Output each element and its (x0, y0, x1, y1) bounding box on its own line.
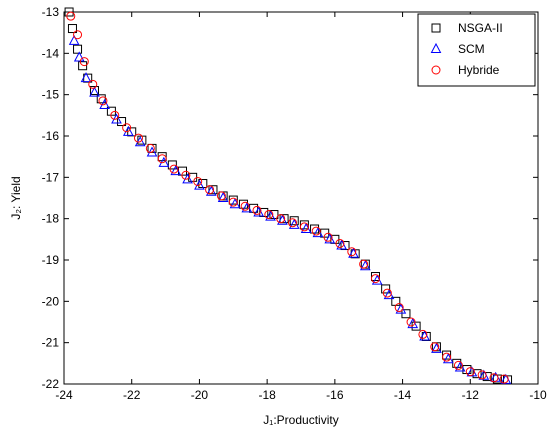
marker-circle (228, 197, 238, 207)
x-tick-label: -22 (123, 388, 141, 402)
marker-square (167, 160, 177, 170)
marker-circle (276, 214, 286, 224)
marker-triangle (182, 173, 193, 184)
marker-square (117, 117, 127, 127)
x-tick-label: -12 (462, 388, 480, 402)
x-tick-label: -16 (326, 388, 344, 402)
marker-triangle (68, 34, 80, 45)
y-tick-label: -18 (42, 212, 60, 226)
marker-triangle (158, 156, 170, 167)
marker-circle (110, 110, 120, 120)
marker-circle (442, 352, 452, 362)
marker-circle (394, 303, 404, 313)
marker-triangle (194, 179, 205, 190)
y-tick-label: -15 (42, 88, 60, 102)
y-tick-label: -22 (42, 377, 60, 391)
marker-triangle (122, 125, 134, 136)
marker-triangle (134, 136, 146, 147)
marker-circle (205, 185, 215, 195)
marker-square (482, 372, 492, 382)
marker-circle (418, 329, 428, 339)
marker-circle (169, 164, 179, 174)
marker-square (370, 272, 380, 282)
marker-square (67, 24, 77, 34)
marker-circle (73, 30, 83, 40)
marker-square (228, 195, 238, 205)
legend-marker (431, 23, 441, 33)
marker-square (442, 350, 452, 360)
marker-circle (193, 176, 203, 186)
marker-circle (499, 374, 509, 384)
legend-marker (430, 42, 442, 53)
y-tick-label: -13 (42, 5, 60, 19)
marker-square (299, 220, 309, 230)
marker-circle (335, 238, 345, 248)
legend-label: NSGA-II (458, 21, 503, 35)
marker-triangle (146, 146, 158, 157)
marker-circle (453, 360, 463, 370)
marker-circle (79, 57, 89, 67)
marker-square (96, 94, 106, 104)
x-tick-label: -10 (529, 388, 547, 402)
x-tick-label: -14 (394, 388, 412, 402)
y-tick-label: -21 (42, 336, 60, 350)
marker-circle (240, 201, 250, 211)
y-tick-label: -17 (42, 170, 60, 184)
y-tick-label: -19 (42, 253, 60, 267)
marker-square (73, 44, 83, 54)
marker-circle (311, 226, 321, 236)
y-tick-label: -16 (42, 129, 60, 143)
x-tick-label: -20 (191, 388, 209, 402)
marker-circle (359, 259, 369, 269)
marker-circle (145, 143, 155, 153)
legend-label: SCM (458, 42, 485, 56)
marker-circle (98, 96, 108, 106)
marker-circle (489, 373, 499, 383)
marker-circle (465, 367, 475, 377)
marker-circle (288, 218, 298, 228)
marker-square (208, 185, 218, 195)
marker-square (78, 61, 88, 71)
marker-square (64, 7, 74, 17)
marker-circle (122, 123, 132, 133)
marker-circle (430, 342, 440, 352)
marker-triangle (73, 51, 85, 62)
marker-circle (323, 232, 333, 242)
marker-triangle (111, 113, 122, 124)
marker-square (289, 216, 299, 226)
marker-circle (406, 317, 416, 327)
y-axis-label: J₂: Yield (9, 176, 23, 219)
marker-triangle (99, 98, 110, 109)
marker-square (381, 284, 391, 294)
y-tick-label: -14 (42, 46, 60, 60)
marker-circle (181, 170, 191, 180)
marker-circle (133, 133, 143, 143)
marker-circle (157, 154, 167, 164)
marker-circle (216, 191, 226, 201)
marker-circle (88, 79, 98, 89)
marker-circle (66, 11, 76, 21)
marker-circle (252, 205, 262, 215)
x-tick-label: -24 (55, 388, 73, 402)
marker-circle (347, 247, 357, 257)
legend-label: Hybride (458, 63, 500, 77)
marker-circle (299, 222, 309, 232)
y-tick-label: -20 (42, 294, 60, 308)
marker-circle (477, 370, 487, 380)
marker-square (472, 369, 482, 379)
marker-square (401, 309, 411, 319)
marker-triangle (80, 72, 92, 83)
marker-square (279, 214, 289, 224)
x-axis-label: J₁:Productivity (263, 413, 338, 427)
marker-triangle (89, 86, 100, 97)
marker-circle (264, 210, 274, 220)
legend-marker (431, 65, 441, 75)
marker-circle (370, 274, 380, 284)
marker-circle (382, 288, 392, 298)
x-tick-label: -18 (258, 388, 276, 402)
